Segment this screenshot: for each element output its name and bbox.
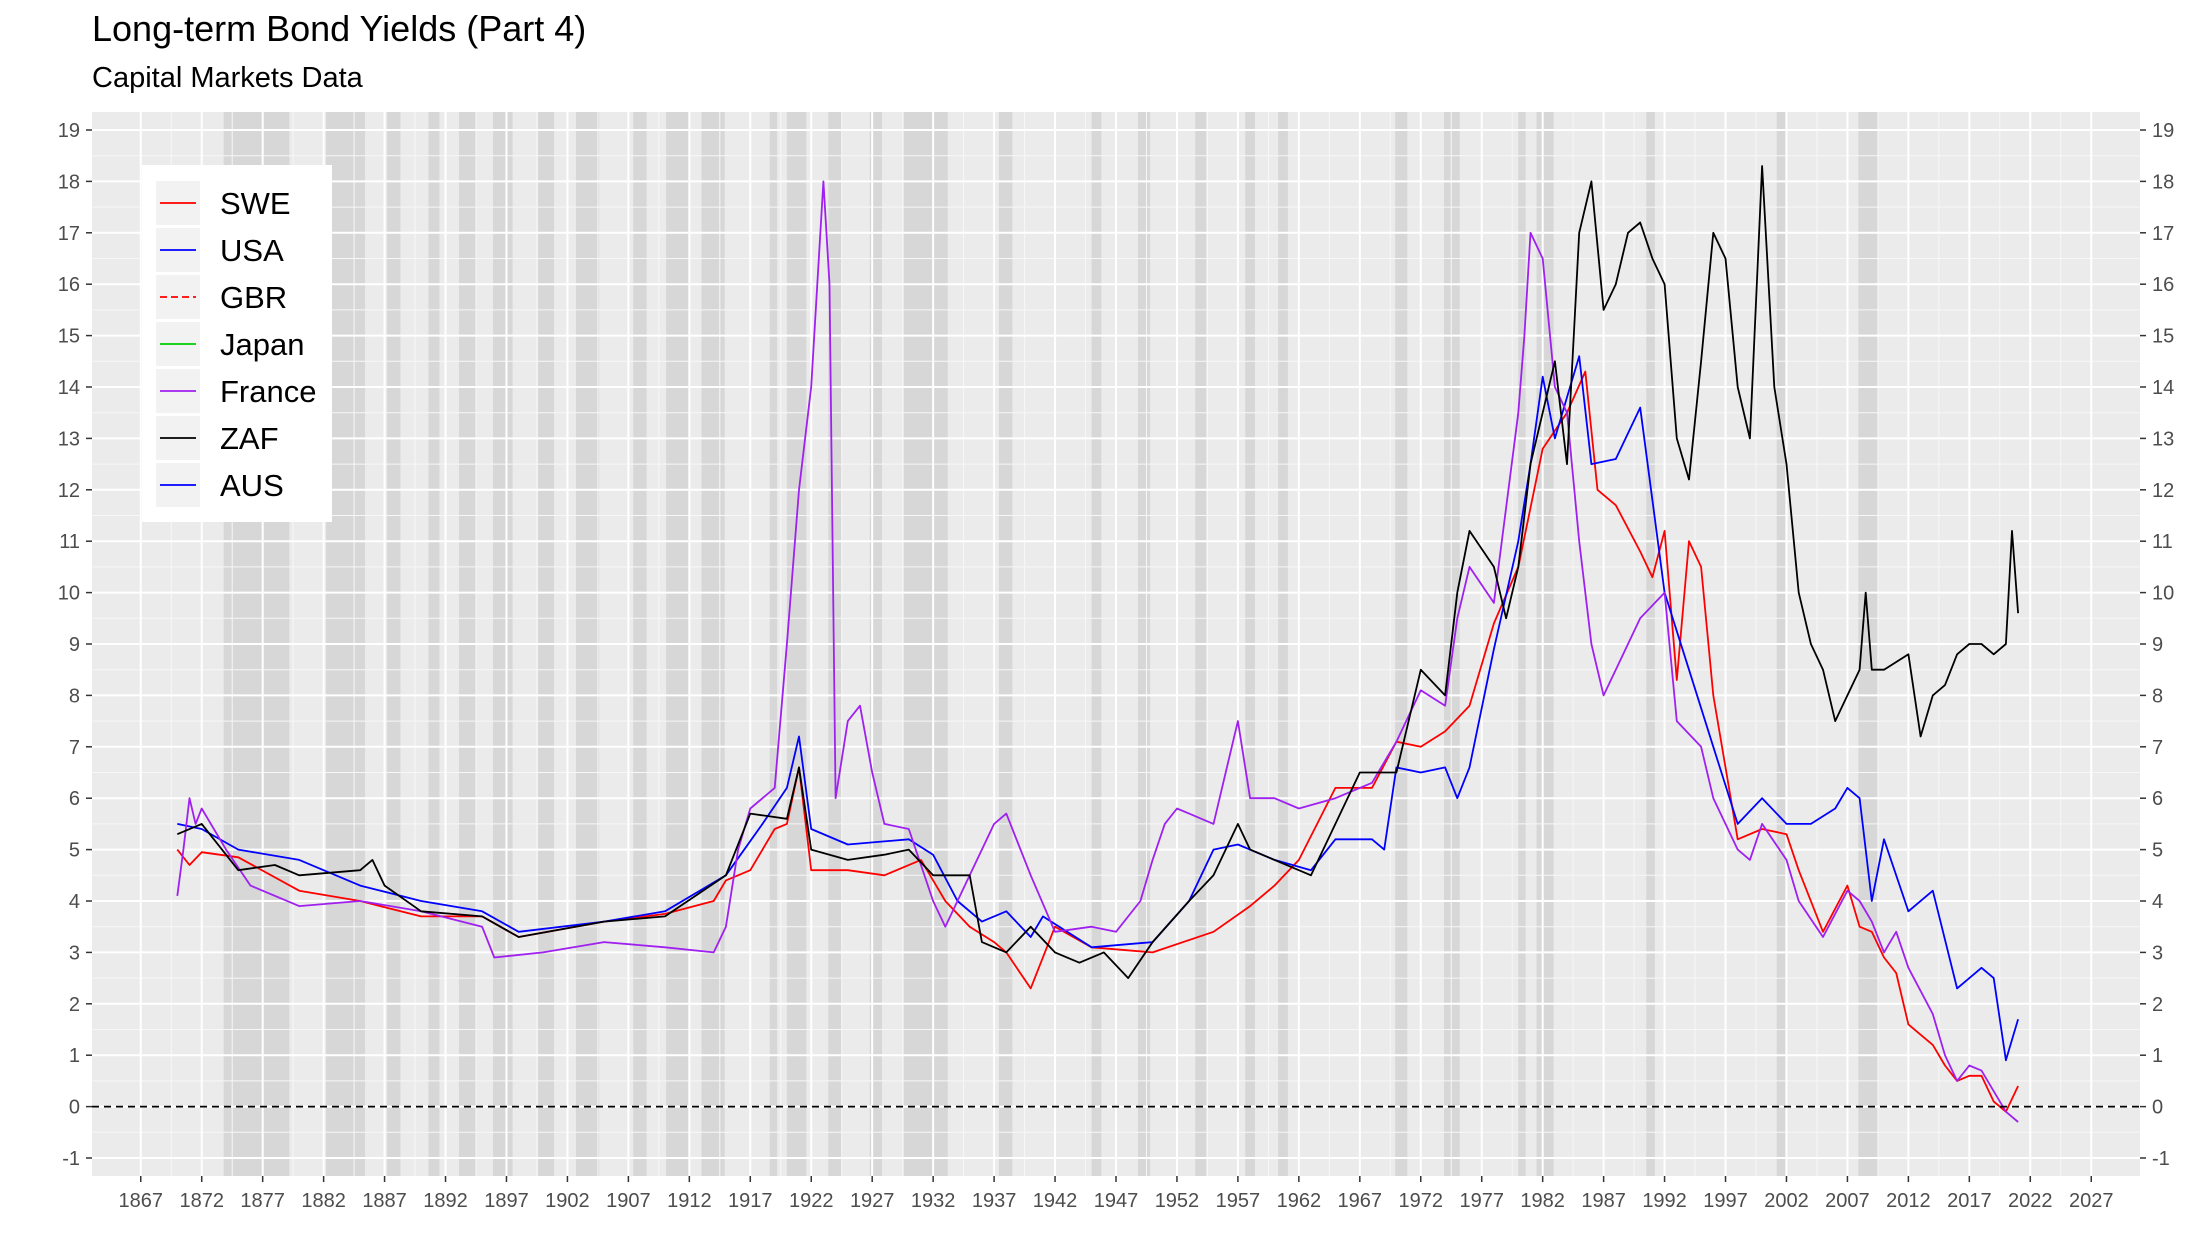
x-tick-label: 1982 [1520,1190,1565,1212]
x-tick-label: 1947 [1094,1190,1139,1212]
x-tick-label: 1987 [1581,1190,1626,1212]
y-tick-label-right: 15 [2152,326,2174,348]
x-tick-label: 1972 [1399,1190,1444,1212]
x-tick-label: 1922 [789,1190,834,1212]
y-tick-label-right: 9 [2152,634,2163,656]
legend-label-usa: USA [220,233,284,268]
y-tick-label-left: 0 [69,1097,80,1119]
y-tick-label-right: 5 [2152,840,2163,862]
x-tick-label: 1892 [423,1190,468,1212]
y-tick-label-right: 17 [2152,223,2174,245]
y-tick-label-left: 14 [58,377,80,399]
x-tick-label: 2002 [1764,1190,1809,1212]
y-tick-label-left: 17 [58,223,80,245]
y-tick-label-right: 10 [2152,583,2174,605]
y-tick-label-left: 11 [59,531,80,553]
y-tick-label-right: 0 [2152,1097,2163,1119]
y-tick-label-left: 10 [58,583,80,605]
y-tick-label-right: 7 [2152,737,2163,759]
y-tick-label-right: 2 [2152,994,2163,1016]
y-tick-label-left: 7 [69,737,80,759]
legend-label-aus: AUS [220,468,284,503]
x-tick-label: 1957 [1216,1190,1261,1212]
y-tick-label-right: -1 [2152,1148,2170,1170]
y-tick-label-right: 6 [2152,788,2163,810]
x-tick-label: 1907 [606,1190,651,1212]
x-tick-label: 1997 [1703,1190,1748,1212]
x-tick-label: 1932 [911,1190,956,1212]
series-line-usa [177,355,2019,1062]
y-tick-label-right: 3 [2152,942,2163,964]
y-tick-label-right: 4 [2152,891,2163,913]
y-tick-label-right: 8 [2152,685,2163,707]
y-tick-label-right: 18 [2152,171,2174,193]
x-tick-label: 1877 [240,1190,285,1212]
y-tick-label-left: 4 [69,891,80,913]
x-tick-label: 1872 [179,1190,224,1212]
chart-subtitle: Capital Markets Data [92,62,363,94]
y-tick-label-right: 13 [2152,428,2174,450]
series-line-zaf [176,165,2019,979]
x-tick-label: 1992 [1642,1190,1687,1212]
x-tick-label: 2012 [1886,1190,1931,1212]
y-tick-label-left: -1 [62,1148,80,1170]
y-tick-label-left: 8 [69,685,80,707]
y-tick-label-left: 13 [58,428,80,450]
legend-label-france: France [220,374,316,409]
y-tick-label-left: 3 [69,942,80,964]
x-tick-label: 2027 [2069,1190,2114,1212]
y-tick-label-left: 5 [69,840,80,862]
x-tick-label: 1937 [972,1190,1017,1212]
series-line-france [176,180,2019,1123]
x-tick-label: 1962 [1277,1190,1322,1212]
y-tick-label-right: 14 [2152,377,2174,399]
chart-title: Long-term Bond Yields (Part 4) [92,8,587,49]
y-tick-label-left: 19 [58,120,80,142]
x-tick-label: 1882 [301,1190,346,1212]
x-tick-label: 1912 [667,1190,712,1212]
x-tick-label: 1967 [1338,1190,1383,1212]
y-tick-label-left: 9 [69,634,80,656]
x-tick-label: 1942 [1033,1190,1078,1212]
x-tick-label: 2007 [1825,1190,1870,1212]
y-tick-label-right: 11 [2152,531,2173,553]
x-tick-label: 1927 [850,1190,895,1212]
y-tick-label-right: 19 [2152,120,2174,142]
x-tick-label: 2017 [1947,1190,1992,1212]
y-tick-label-right: 1 [2152,1045,2163,1067]
y-tick-label-left: 1 [69,1045,80,1067]
x-tick-label: 1902 [545,1190,590,1212]
x-tick-label: 1887 [362,1190,407,1212]
x-tick-label: 1977 [1459,1190,1504,1212]
y-tick-label-left: 2 [69,994,80,1016]
y-tick-label-left: 6 [69,788,80,810]
x-tick-label: 1897 [484,1190,529,1212]
y-tick-label-left: 15 [58,326,80,348]
legend-label-japan: Japan [220,327,304,362]
x-tick-label: 1952 [1155,1190,1200,1212]
y-tick-label-left: 16 [58,274,80,296]
x-tick-label: 1867 [119,1190,164,1212]
x-tick-label: 2022 [2008,1190,2053,1212]
legend-label-zaf: ZAF [220,421,279,456]
y-tick-label-right: 12 [2152,480,2174,502]
legend-label-swe: SWE [220,186,291,221]
x-tick-label: 1917 [728,1190,773,1212]
y-tick-label-right: 16 [2152,274,2174,296]
y-tick-label-left: 12 [58,480,80,502]
legend-label-gbr: GBR [220,280,287,315]
y-tick-label-left: 18 [58,171,80,193]
